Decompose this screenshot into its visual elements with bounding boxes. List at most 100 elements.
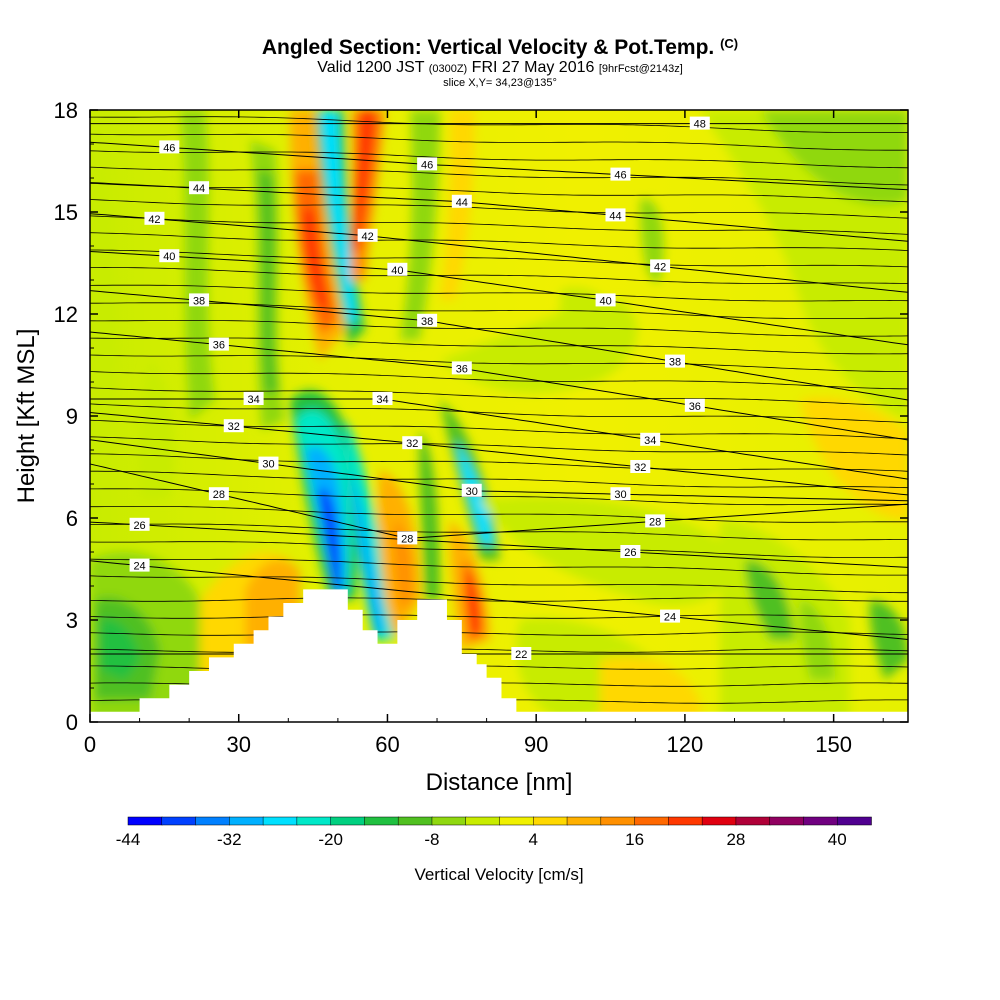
isentrope-line [90,398,908,480]
isentrope-line [90,213,908,293]
colorbar-swatch [499,816,535,826]
isentrope-label-bg [684,398,705,412]
isentrope-line [90,251,908,346]
colorbar: -44 -32 -20 -8 4 16 28 40 [116,816,872,849]
isentrope-line [90,403,908,423]
isentrope-label-bg [208,337,229,351]
colorbar-swatch [735,816,771,826]
isentrope-label: 26 [133,520,145,532]
colorbar-label: Vertical Velocity [cm/s] [414,865,583,884]
colorbar-swatch [161,816,197,826]
isentrope-label: 46 [421,159,433,171]
isentrope-label: 44 [456,197,468,209]
isentrope-label-bg [511,647,532,660]
isentrope-label: 24 [133,561,145,573]
isentrope-label: 26 [624,547,636,559]
isentrope-line [90,521,908,568]
isentrope-label: 28 [213,489,225,501]
isentrope-label-bg [417,157,438,171]
isentrope-label: 40 [163,251,175,263]
isentrope-label: 46 [614,170,626,182]
colorbar-swatch [701,816,737,826]
colorbar-swatch [465,816,501,826]
isentrope-line [90,387,908,407]
isentrope-label: 28 [649,516,661,528]
isentrope-label: 34 [376,394,388,406]
isentrope-label-bg [650,259,671,273]
colorbar-swatch [431,816,467,826]
isentrope-line [90,290,908,401]
y-tick-label: 18 [54,98,78,123]
isentrope-label-bg [129,558,150,572]
isentrope-label-bg [258,456,279,470]
isentrope-label-bg [417,313,438,327]
y-tick-label: 6 [66,506,78,531]
isentrope-line [90,614,908,619]
isentrope-line [90,215,908,235]
isentrope-line [90,166,908,186]
colorbar-tick-label: -32 [217,830,242,849]
isentrope-label: 36 [689,401,701,413]
isentrope-label: 40 [391,265,403,277]
isentrope-label: 40 [599,295,611,307]
isentrope-label-bg [605,208,626,222]
isentrope-label: 44 [609,210,621,222]
isentrope-label-bg [595,293,616,307]
x-tick-label: 0 [84,732,96,757]
colorbar-swatch [566,816,602,826]
isentrope-label-bg [129,517,150,531]
y-tick-label: 12 [54,302,78,327]
velocity-field [90,110,908,722]
colorbar-swatch [127,816,163,826]
isentrope-label: 38 [421,316,433,328]
isentrope-label-bg [689,116,710,130]
isentrope-line [90,141,908,191]
isentrope-line [90,597,908,602]
colorbar-swatch [600,816,636,826]
y-axis-label: Height [Kft MSL] [13,329,40,504]
isentrope-label: 38 [193,295,205,307]
isentrope-label-bg [397,531,418,545]
isentrope-label-bg [223,419,244,433]
isentrope-label-bg [189,293,210,307]
colorbar-swatch [195,816,231,826]
isentrope-label-bg [620,545,641,558]
isentrope-label: 24 [664,612,676,624]
isentrope-label-bg [189,181,210,195]
colorbar-swatch [397,816,433,826]
isentrope-line [90,249,908,268]
y-tick-label: 9 [66,404,78,429]
x-axis: 0 30 60 90 120 150 [84,110,884,757]
x-tick-label: 150 [815,732,852,757]
isentrope-label-bg [159,249,180,263]
isentrope-label: 30 [466,486,478,498]
colorbar-tick-label: -8 [424,830,439,849]
isentrope-line [90,267,908,284]
chart-title: Angled Section: Vertical Velocity & Pot.… [261,36,739,59]
isentrope-line [90,182,908,242]
isentrope-label: 28 [401,533,413,545]
isentrope-line [90,453,908,472]
isentrope-label: 36 [456,363,468,375]
isentrope-label-bg [387,262,408,276]
colorbar-swatch [836,816,872,826]
isentrope-label-bg [159,140,180,154]
colorbar-tick-label: 4 [529,830,538,849]
isentrope-line [90,470,908,489]
isentrope-label-bg [144,211,165,225]
x-tick-label: 30 [226,732,250,757]
isentrope-label: 42 [148,214,160,226]
isentrope-label: 46 [163,142,175,154]
isentrope-line [90,302,908,319]
y-tick-label: 15 [54,200,78,225]
isentrope-label: 48 [694,119,706,131]
isentrope-label-bg [357,228,378,242]
colorbar-swatch [296,816,332,826]
isentrope-line [90,558,908,576]
colorbar-swatch [533,816,568,826]
isentrope-label-bg [610,487,631,501]
isentrope-label-bg [372,392,393,405]
isentrope-line [90,560,908,640]
